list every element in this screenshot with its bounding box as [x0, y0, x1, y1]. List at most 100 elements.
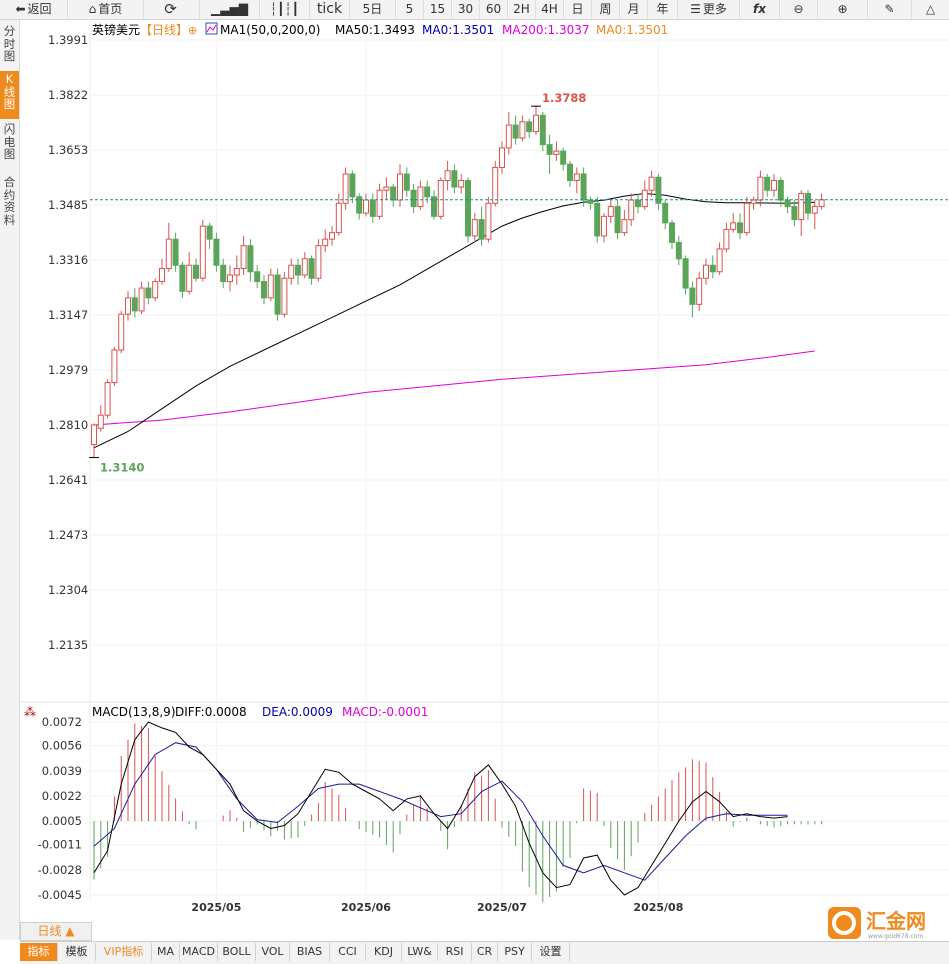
indicator-tab[interactable]: BOLL	[218, 943, 256, 961]
indicator-tab[interactable]: PSY	[498, 943, 532, 961]
candle-body	[764, 176, 771, 191]
candle-down	[567, 160, 573, 188]
h2-button[interactable]: 2H	[508, 0, 536, 19]
candle-body	[587, 199, 594, 204]
indicator-tab[interactable]: MACD	[180, 943, 218, 961]
indicator-tab[interactable]: VOL	[256, 943, 290, 961]
candle-body	[199, 225, 206, 279]
candle-up	[771, 173, 777, 197]
dea-line	[93, 742, 788, 881]
indicator-tab[interactable]: VIP指标	[96, 943, 152, 961]
price-tick-label: 1.3822	[48, 88, 88, 102]
candle-body	[97, 414, 104, 429]
m5-button[interactable]: 5	[396, 0, 424, 19]
candle-body	[295, 264, 301, 276]
indicator-tab[interactable]: MA	[152, 943, 180, 961]
candle-body	[777, 179, 784, 201]
candle-body	[546, 144, 553, 155]
year-button[interactable]: 年	[648, 0, 678, 19]
candle-down	[356, 193, 363, 220]
m60-button[interactable]: 60	[480, 0, 508, 19]
candle-body	[315, 245, 322, 279]
candle-body	[335, 202, 342, 234]
indicator-tab[interactable]: 设置	[532, 943, 570, 961]
candle-up	[607, 200, 614, 223]
macd-tick-label: -0.0045	[38, 888, 82, 902]
nav-timeshare[interactable]: 分时图	[3, 24, 16, 63]
candle-body	[424, 186, 431, 198]
nav-kline[interactable]: K线图	[0, 71, 19, 119]
candle-down	[369, 193, 376, 223]
candle-down	[594, 196, 601, 243]
candle-up	[505, 112, 512, 155]
candle-body	[716, 248, 723, 273]
menu-icon: ☰	[690, 2, 701, 16]
5day-button[interactable]: 5日	[350, 0, 396, 19]
m15-button[interactable]: 15	[424, 0, 452, 19]
candle-body	[254, 271, 261, 283]
indicator-tab[interactable]: CCI	[330, 943, 366, 961]
month-button[interactable]: 月	[620, 0, 648, 19]
home-button[interactable]: ⌂ 首页	[68, 0, 144, 19]
tick-button[interactable]: tick	[310, 0, 350, 19]
refresh-button[interactable]: ⟳	[144, 0, 200, 19]
candle-body	[233, 268, 240, 276]
nav-flash[interactable]: 闪电图	[3, 122, 16, 161]
candle-body	[567, 163, 573, 181]
candle-up	[533, 106, 539, 135]
candle-body	[696, 277, 703, 305]
candle-up	[553, 141, 560, 161]
indicator-tab[interactable]: RSI	[438, 943, 472, 961]
h4-button[interactable]: 4H	[536, 0, 564, 19]
more-button[interactable]: ☰ 更多	[678, 0, 740, 19]
candle-up	[601, 213, 607, 243]
chart-area[interactable]: 1.3991 1.3822 1.3653 1.3485 1.3316 1.3147 1.29…	[20, 20, 949, 922]
draw-button[interactable]: ✎	[868, 0, 912, 19]
indicator-tab[interactable]: CR	[472, 943, 498, 961]
price-legend: 英镑美元 【日线】 ⊕ MA1(50,0,200,0) MA50:1.3493 MA…	[92, 22, 668, 37]
candle-body	[737, 222, 743, 234]
indicator-tab[interactable]: KDJ	[366, 943, 402, 961]
formula-button[interactable]: fx	[740, 0, 780, 19]
indicator-tab[interactable]: 指标	[20, 943, 58, 961]
candle-up	[492, 160, 499, 207]
period-select-button[interactable]: 日线 ▲	[20, 922, 92, 941]
indicator-tab[interactable]: LW&	[402, 943, 438, 961]
macd-settings-icon[interactable]: ⁂	[24, 705, 36, 719]
m30-button[interactable]: 30	[452, 0, 480, 19]
ma-legend-item: MA1(50,0,200,0)	[220, 23, 320, 37]
zoom-out-button[interactable]: ⊖	[780, 0, 818, 19]
candle-down	[247, 239, 254, 282]
candle-down	[390, 183, 397, 207]
settings-icon[interactable]: ⊕	[188, 24, 197, 37]
candle-up	[458, 173, 465, 194]
candle-body	[750, 199, 757, 204]
candle-body	[805, 193, 811, 214]
back-button[interactable]: ⬅ 返回	[0, 0, 68, 19]
high-label: 1.3788	[542, 91, 586, 105]
week-button[interactable]: 周	[592, 0, 620, 19]
candle-body	[594, 202, 601, 237]
candle-body	[580, 173, 587, 201]
candle-up	[628, 193, 635, 227]
indicator-tab[interactable]: BIAS	[290, 943, 330, 961]
candle-down	[526, 118, 533, 139]
bar-chart-button[interactable]: ▁▃▅▇	[200, 0, 260, 19]
candle-up	[335, 193, 342, 236]
day-button[interactable]: 日	[564, 0, 592, 19]
indicator-tab[interactable]: 模板	[58, 943, 96, 961]
candle-up	[233, 255, 240, 285]
collapse-button[interactable]: △	[912, 0, 949, 19]
candle-chart-button[interactable]: ┆┃┆┃	[260, 0, 310, 19]
candle-body	[641, 189, 648, 208]
zoom-in-button[interactable]: ⊕	[818, 0, 868, 19]
candle-up	[288, 258, 295, 285]
candle-up	[499, 141, 505, 174]
candle-body	[771, 179, 777, 191]
candle-body	[390, 186, 397, 201]
candle-body	[539, 114, 546, 146]
candle-body	[104, 382, 111, 416]
macd-title: MACD(13,8,9)	[92, 705, 176, 719]
nav-contract-info[interactable]: 合约资料	[3, 175, 16, 227]
price-tick-label: 1.3316	[48, 253, 88, 267]
